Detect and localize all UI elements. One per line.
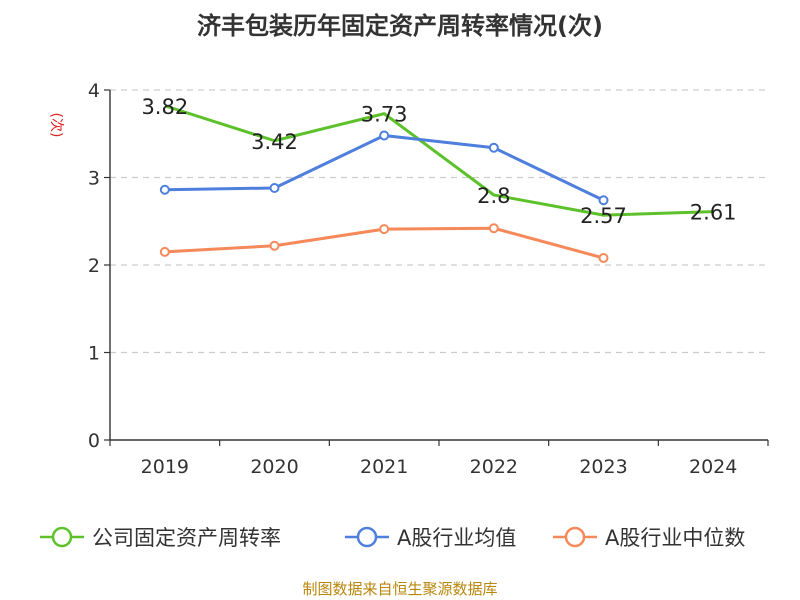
x-tick-label-2022: 2022	[470, 456, 518, 478]
x-tick-label-2021: 2021	[360, 456, 408, 478]
y-tick-label-3: 3	[88, 168, 100, 190]
data-label-2024: 2.61	[690, 201, 737, 225]
data-label-2023: 2.57	[580, 204, 627, 228]
series-1-point-2019	[159, 184, 170, 195]
data-label-2022: 2.8	[477, 184, 510, 208]
series-1-point-2022	[488, 142, 499, 153]
y-axis-label: (次)	[48, 113, 64, 138]
series-2-point-2023	[598, 253, 609, 263]
legend-label-2: A股行业中位数	[605, 526, 745, 550]
x-tick-label-2019: 2019	[141, 456, 189, 478]
source-note: 制图数据来自恒生聚源数据库	[302, 580, 497, 598]
series-2-point-2021	[379, 224, 390, 235]
x-tick-label-2024: 2024	[689, 456, 737, 478]
grid-lines	[110, 89, 768, 354]
axes: 0 1 2 3 4 2019 2020 2021 2022 2023 2024	[88, 80, 769, 478]
legend-marker-2	[564, 526, 586, 548]
series-line-0	[164, 104, 714, 217]
data-label-2021: 3.73	[361, 103, 408, 127]
series-2-point-2022	[488, 223, 499, 234]
legend-marker-1	[356, 526, 378, 548]
y-tick-label-4: 4	[88, 80, 100, 102]
y-tick-label-0: 0	[88, 430, 100, 452]
series-layer	[159, 104, 714, 263]
series-line-1	[164, 134, 605, 202]
series-2-point-2019	[159, 246, 170, 257]
legend-marker-0	[51, 526, 73, 548]
data-labels: 3.82 3.42 3.73 2.8 2.57 2.61	[141, 95, 736, 228]
series-2-point-2020	[269, 240, 280, 251]
y-tick-label-2: 2	[88, 255, 100, 277]
x-tick-label-2020: 2020	[250, 456, 298, 478]
data-label-2020: 3.42	[251, 130, 298, 154]
legend-label-1: A股行业均值	[397, 526, 516, 550]
y-tick-label-1: 1	[88, 343, 100, 365]
series-1-point-2023	[598, 195, 609, 206]
series-1-point-2020	[269, 183, 280, 193]
chart-title: 济丰包装历年固定资产周转率情况(次)	[197, 12, 603, 40]
data-label-2019: 3.82	[141, 95, 188, 119]
series-1-point-2021	[379, 130, 390, 141]
x-tick-label-2023: 2023	[579, 456, 627, 478]
legend-label-0: 公司固定资产周转率	[92, 526, 281, 550]
legend: 公司固定资产周转率 A股行业均值 A股行业中位数	[40, 526, 745, 550]
